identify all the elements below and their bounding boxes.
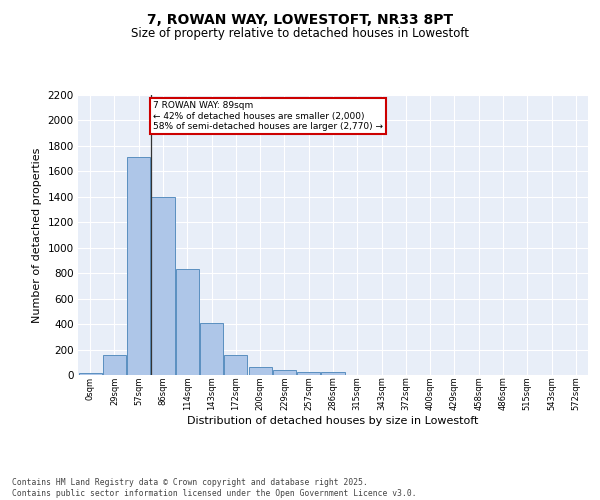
Bar [224, 354, 247, 375]
Bar [248, 368, 272, 375]
Text: 7 ROWAN WAY: 89sqm
← 42% of detached houses are smaller (2,000)
58% of semi-deta: 7 ROWAN WAY: 89sqm ← 42% of detached hou… [153, 102, 383, 131]
Bar [103, 356, 126, 375]
Text: Size of property relative to detached houses in Lowestoft: Size of property relative to detached ho… [131, 28, 469, 40]
Bar [151, 197, 175, 375]
Bar [322, 372, 344, 375]
Text: Contains HM Land Registry data © Crown copyright and database right 2025.
Contai: Contains HM Land Registry data © Crown c… [12, 478, 416, 498]
Bar [176, 268, 199, 375]
Bar [79, 373, 101, 375]
Text: 7, ROWAN WAY, LOWESTOFT, NR33 8PT: 7, ROWAN WAY, LOWESTOFT, NR33 8PT [147, 12, 453, 26]
X-axis label: Distribution of detached houses by size in Lowestoft: Distribution of detached houses by size … [187, 416, 479, 426]
Bar [200, 324, 223, 375]
Y-axis label: Number of detached properties: Number of detached properties [32, 148, 42, 322]
Bar [127, 158, 150, 375]
Bar [297, 372, 320, 375]
Bar [273, 370, 296, 375]
